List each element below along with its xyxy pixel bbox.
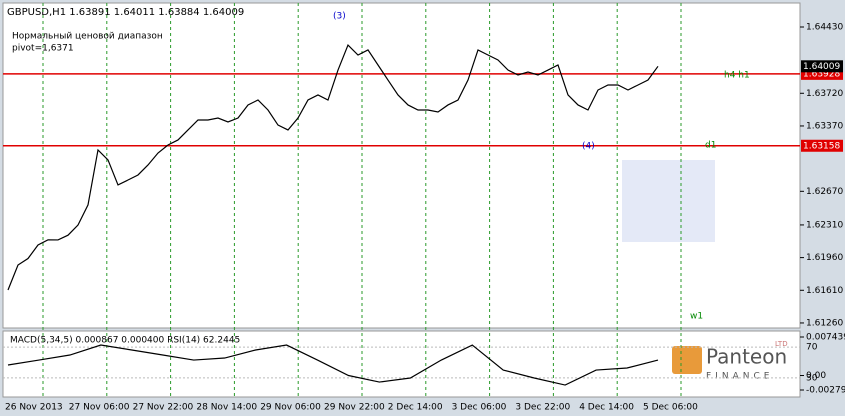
x-tick-label: 29 Nov 22:00 xyxy=(324,403,385,413)
macd-panel xyxy=(2,330,801,398)
y-tick-label: 1.61260 xyxy=(806,318,843,328)
logo-icon xyxy=(672,346,702,374)
logo: Panteon FINANCE LTD xyxy=(672,340,788,382)
level-box xyxy=(801,139,843,152)
annotation: d1 xyxy=(705,141,716,151)
annotation: w1 xyxy=(690,312,703,322)
logo-badge: LTD xyxy=(775,340,788,348)
y-tick-label: 1.61960 xyxy=(806,253,843,263)
y-tick-label: 0.00 xyxy=(806,371,826,381)
annotation: pivot=1,6371 xyxy=(12,44,74,54)
annotation: Нормальный ценовой диапазон xyxy=(12,32,163,42)
y-tick-label: 1.64430 xyxy=(806,22,843,32)
logo-sub: FINANCE xyxy=(706,372,773,382)
x-tick-label: 26 Nov 2013 xyxy=(5,403,63,413)
y-tick-label: 1.62310 xyxy=(806,220,843,230)
price-line xyxy=(7,344,659,386)
y-tick-label: -0.002798 xyxy=(806,386,845,396)
last-price: 1.64009 xyxy=(803,62,840,72)
annotation: (4) xyxy=(582,142,595,152)
projection-box xyxy=(622,160,715,242)
last-price-box xyxy=(801,60,843,73)
x-tick-label: 2 Dec 14:00 xyxy=(388,403,443,413)
x-tick-label: 5 Dec 06:00 xyxy=(643,403,698,413)
y-tick-label: 1.63720 xyxy=(806,89,843,99)
logo-name: Panteon xyxy=(706,345,787,369)
macd-title: MACD(5,34,5) 0.000867 0.000400 RSI(14) 6… xyxy=(10,336,240,346)
x-tick-label: 29 Nov 06:00 xyxy=(260,403,321,413)
x-tick-label: 27 Nov 06:00 xyxy=(69,403,130,413)
level-label: 1.63158 xyxy=(803,141,840,151)
y-tick-label: 1.62670 xyxy=(806,187,843,197)
y2-tick-label: 70 xyxy=(806,343,818,353)
price-line xyxy=(7,43,659,291)
level-label: 1.63928 xyxy=(803,69,840,79)
annotation: (3) xyxy=(333,12,346,22)
y-tick-label: 0.007439 xyxy=(806,333,845,343)
y-tick-label: 1.61610 xyxy=(806,286,843,296)
x-tick-label: 28 Nov 14:00 xyxy=(196,403,257,413)
chart-title: GBPUSD,H1 1.63891 1.64011 1.63884 1.6400… xyxy=(7,7,244,18)
x-tick-label: 3 Dec 06:00 xyxy=(452,403,507,413)
annotation: h4 h1 xyxy=(724,71,750,81)
x-tick-label: 3 Dec 22:00 xyxy=(515,403,570,413)
x-tick-label: 27 Nov 22:00 xyxy=(133,403,194,413)
x-tick-label: 4 Dec 14:00 xyxy=(579,403,634,413)
y-tick-label: 1.63370 xyxy=(806,121,843,131)
y2-tick-label: 30 xyxy=(806,373,818,383)
